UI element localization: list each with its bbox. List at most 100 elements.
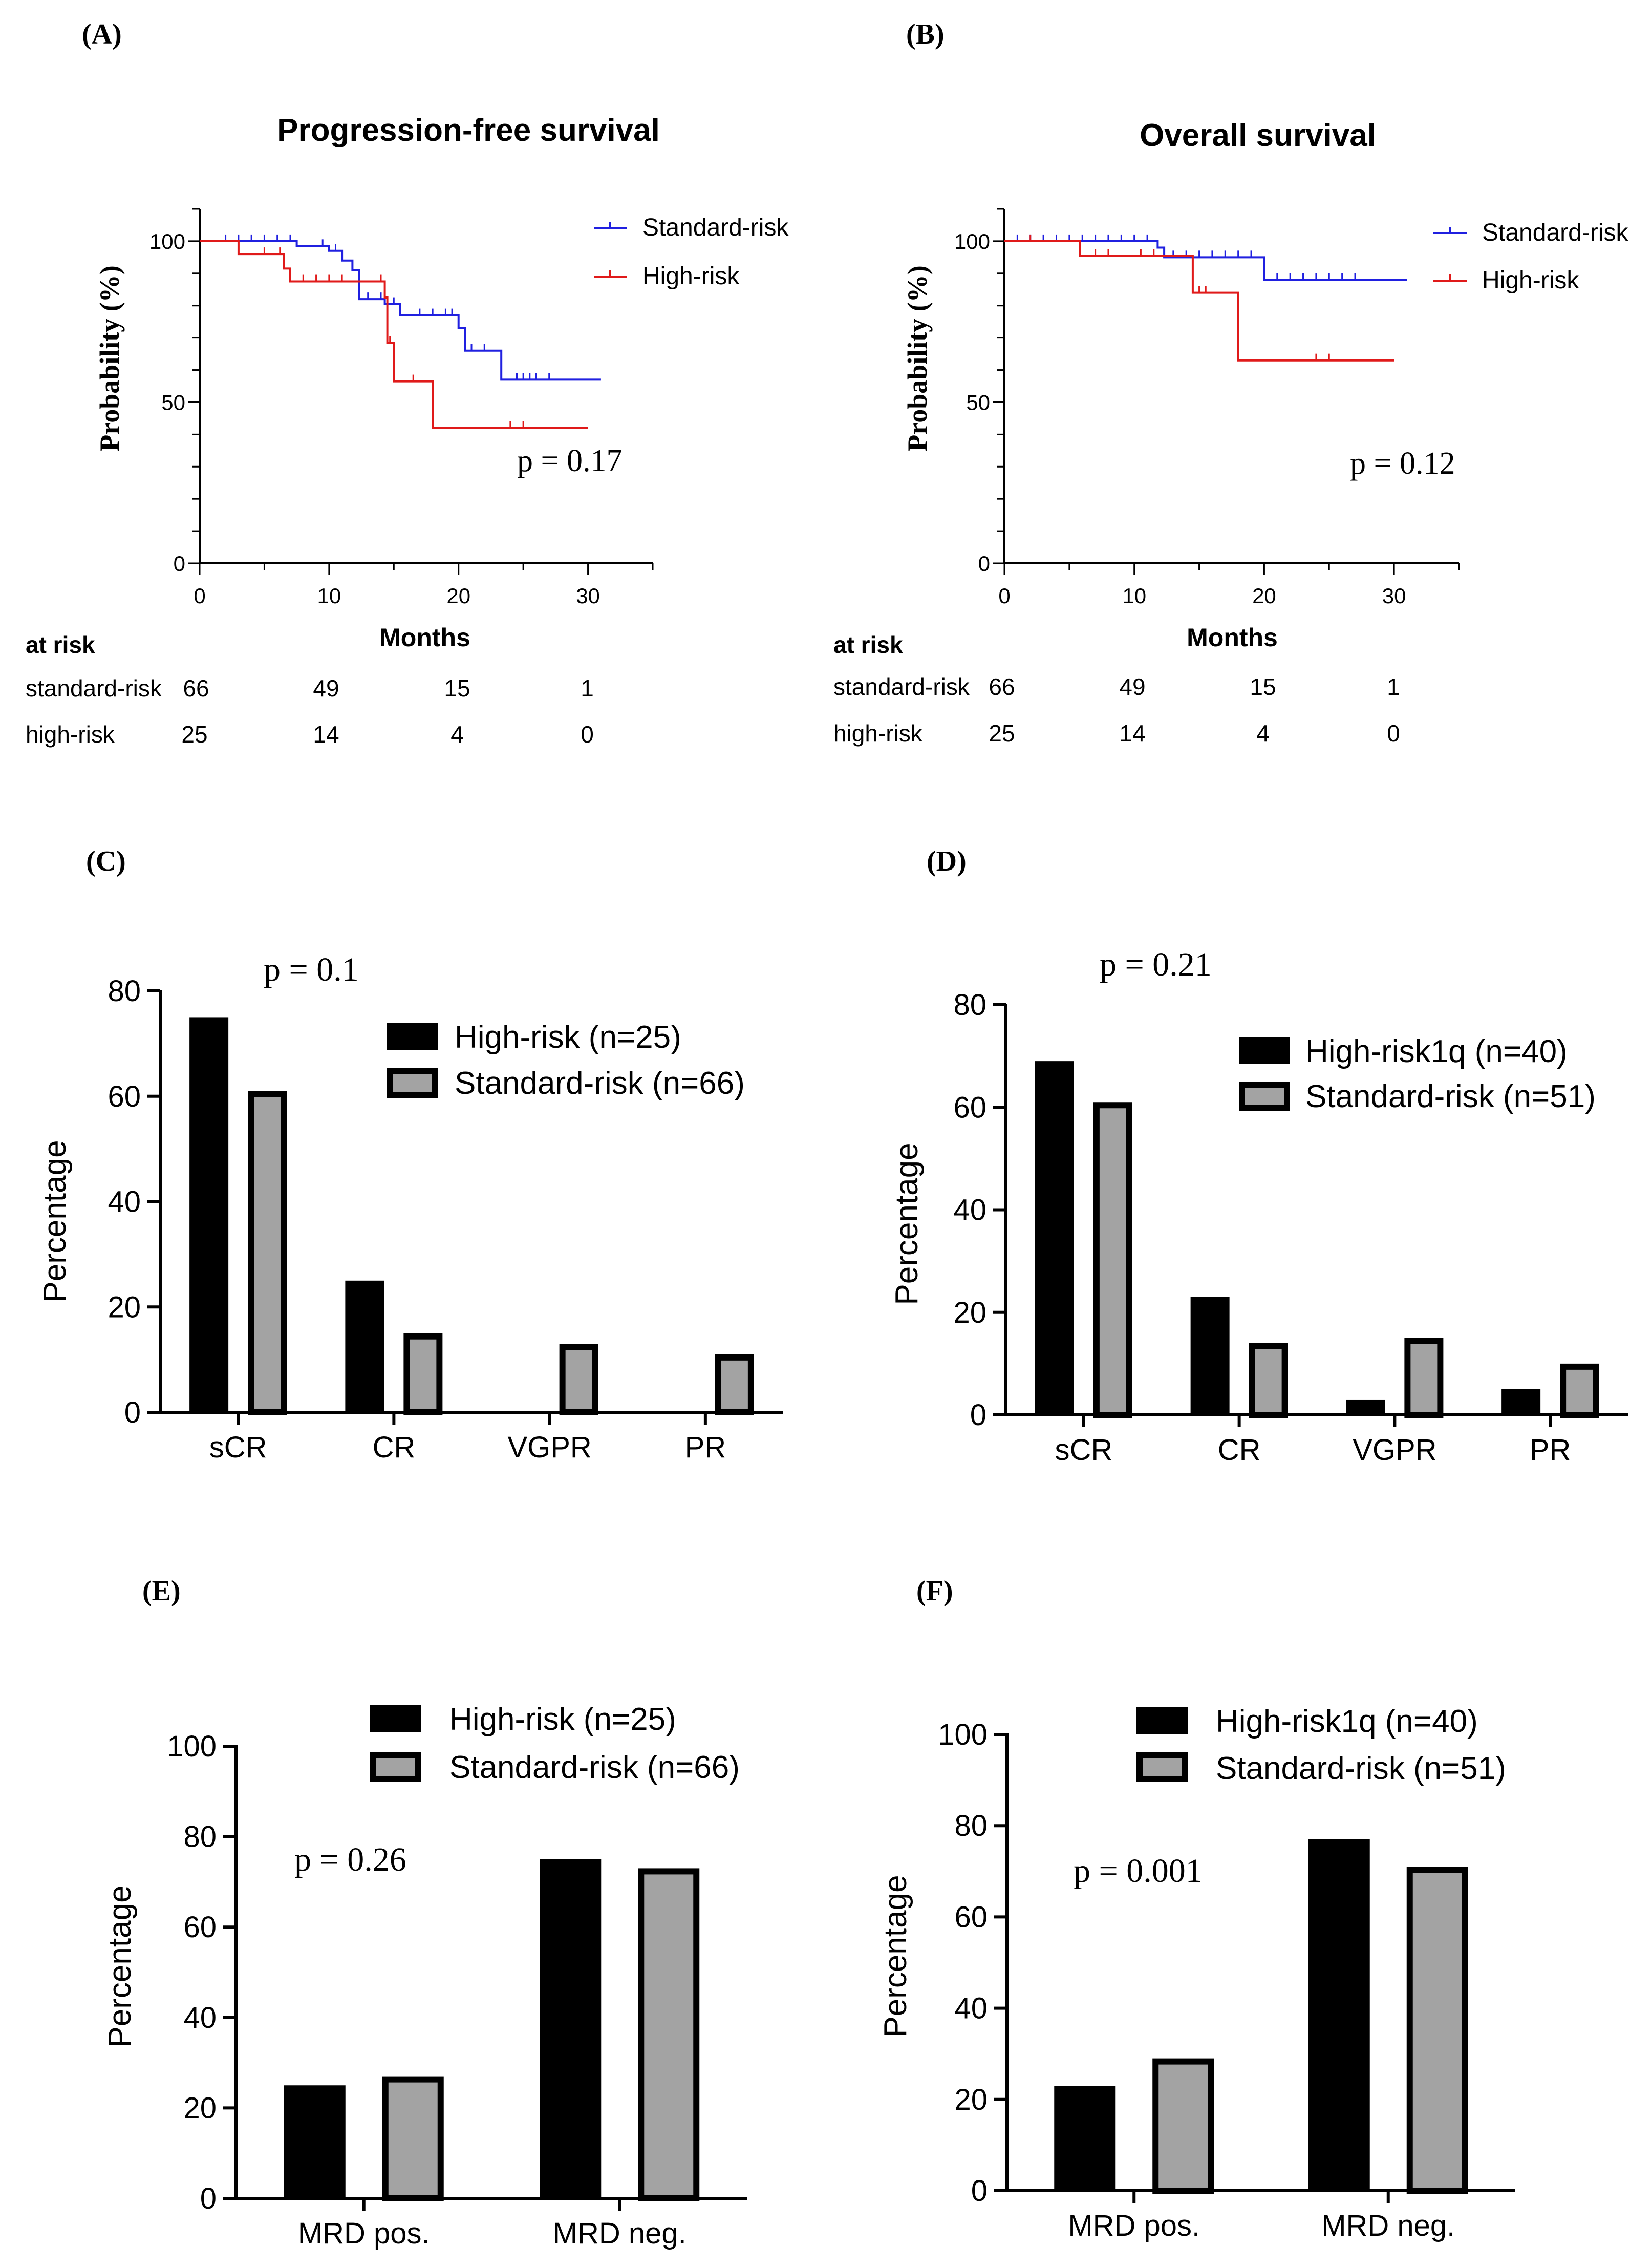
y-tick-label: 80 (954, 1809, 988, 1842)
legend-label-standard: Standard-risk (n=51) (1305, 1079, 1596, 1114)
legend-label-standard: Standard-risk (n=66) (449, 1750, 740, 1785)
panel-f-ylabel: Percentage (878, 1875, 913, 2037)
panel-b-legend: Standard-risk High-risk (1433, 219, 1628, 294)
x-tick-label: 20 (1252, 584, 1276, 608)
y-tick-label: 40 (183, 2001, 217, 2035)
panel-b-plot: 0 50 100 0 10 20 30 (954, 208, 1460, 608)
at-risk-value: 4 (1256, 720, 1270, 747)
bar-standard-risk (248, 1091, 287, 1415)
x-tick-label: VGPR (1353, 1433, 1436, 1467)
y-tick-label: 80 (953, 988, 986, 1022)
x-tick-label: PR (685, 1431, 726, 1464)
bar-high-risk (345, 1280, 384, 1412)
high-risk-curve (1004, 240, 1394, 362)
legend-label-standard: Standard-risk (1482, 219, 1628, 246)
legend-swatch-standard (387, 1068, 438, 1098)
panel-b-label: (B) (906, 18, 945, 50)
standard-risk-curve (1004, 240, 1407, 281)
legend-swatch-standard (1239, 1082, 1290, 1111)
at-risk-value: 25 (989, 720, 1015, 747)
x-tick-label: VGPR (507, 1431, 591, 1464)
bar-standard-risk (1249, 1343, 1288, 1418)
panel-e-ylabel: Percentage (102, 1885, 138, 2047)
panel-f-legend: High-risk1q (n=40) Standard-risk (n=51) (1136, 1704, 1506, 1786)
x-tick-label: 10 (1122, 584, 1146, 608)
at-risk-value: 1 (1387, 673, 1400, 700)
x-tick-label: 0 (194, 584, 205, 608)
panel-d-pvalue: p = 0.21 (1100, 946, 1212, 983)
legend-swatch-high (1239, 1037, 1290, 1064)
panel-c-ylabel: Percentage (37, 1140, 73, 1302)
x-tick-label: 10 (317, 584, 341, 608)
panel-c: (C) p = 0.1 Percentage 0 20 40 60 80 sCR CR VGP… (37, 845, 783, 1464)
panel-d-label: (D) (927, 845, 967, 877)
y-tick-label: 100 (938, 1718, 988, 1751)
x-tick-label: MRD neg. (1321, 2209, 1455, 2242)
legend-label-high: High-risk (1482, 267, 1579, 294)
at-risk-value: 14 (313, 721, 339, 748)
x-tick-label: 30 (1382, 584, 1406, 608)
y-tick-label: 40 (954, 1992, 988, 2025)
panel-d-plot: 0 20 40 60 80 sCR CR VGPR PR (953, 988, 1628, 1467)
y-tick-label: 60 (108, 1080, 141, 1113)
panel-a-plot: 0 50 100 0 10 20 30 (149, 208, 654, 608)
panel-a-pvalue: p = 0.17 (517, 443, 622, 478)
y-tick-label: 60 (183, 1911, 217, 1944)
bar-standard-risk (638, 1868, 700, 2201)
x-tick-label: sCR (209, 1431, 267, 1464)
bar-high-risk (284, 2085, 346, 2198)
y-tick-label: 40 (108, 1185, 141, 1219)
y-tick-label: 20 (108, 1290, 141, 1324)
bar-standard-risk (1093, 1102, 1132, 1418)
x-tick-label: 30 (576, 584, 600, 608)
y-tick-label: 20 (183, 2091, 217, 2125)
at-risk-heading: at risk (833, 631, 903, 658)
bar-high-risk (540, 1859, 602, 2198)
at-risk-value: 14 (1119, 720, 1145, 747)
panel-e-plot: 0 20 40 60 80 100 MRD pos. MRD neg. (167, 1730, 747, 2250)
legend-swatch-high (370, 1705, 421, 1732)
at-risk-value: 49 (1119, 673, 1145, 700)
bar-standard-risk (715, 1354, 754, 1415)
panel-c-label: (C) (86, 845, 126, 877)
x-tick-label: CR (372, 1431, 415, 1464)
panel-a-xlabel: Months (379, 623, 470, 652)
legend-label-high: High-risk (n=25) (449, 1702, 676, 1737)
at-risk-value: 1 (581, 675, 594, 702)
panel-c-plot: 0 20 40 60 80 sCR CR VGPR PR (108, 974, 783, 1464)
x-tick-label: PR (1530, 1433, 1571, 1467)
x-tick-label: MRD neg. (553, 2217, 686, 2250)
panel-e-legend: High-risk (n=25) Standard-risk (n=66) (370, 1702, 740, 1785)
bar-standard-risk (403, 1333, 443, 1415)
y-tick-label: 60 (953, 1091, 986, 1124)
panel-e-label: (E) (142, 1575, 181, 1607)
at-risk-value: 49 (313, 675, 339, 702)
standard-risk-curve (200, 240, 601, 381)
legend-swatch-standard (1136, 1752, 1188, 1782)
legend-swatch-high (387, 1023, 438, 1050)
legend-swatch-standard (370, 1752, 421, 1782)
y-tick-label: 0 (970, 1399, 986, 1432)
at-risk-value: 66 (183, 675, 209, 702)
panel-f-plot: 0 20 40 60 80 100 MRD pos. MRD neg. (938, 1718, 1515, 2242)
panel-a-ylabel: Probability (%) (94, 265, 125, 452)
panel-f-pvalue: p = 0.001 (1074, 1852, 1203, 1890)
bar-high-risk (1308, 1839, 1370, 2191)
at-risk-row-standard-label: standard-risk (26, 675, 162, 702)
at-risk-value: 25 (181, 721, 207, 748)
x-tick-label: MRD pos. (298, 2217, 430, 2250)
legend-label-standard: Standard-risk (642, 214, 789, 241)
legend-label-standard: Standard-risk (n=66) (455, 1066, 745, 1101)
panel-a-label: (A) (82, 18, 122, 50)
at-risk-value: 15 (1250, 673, 1276, 700)
panel-a-at-risk: at risk standard-risk high-risk 66 49 15… (26, 631, 594, 748)
bar-high-risk (1035, 1061, 1074, 1415)
bar-standard-risk (559, 1344, 598, 1415)
y-tick-label: 80 (108, 974, 141, 1008)
at-risk-row-standard-label: standard-risk (833, 673, 970, 700)
panel-f: (F) p = 0.001 Percentage 0 20 40 60 80 100 MRD… (878, 1575, 1515, 2242)
bar-standard-risk (1406, 1867, 1468, 2194)
panel-b: (B) Overall survival Probability (%) Mon… (833, 18, 1628, 747)
y-tick-label: 50 (161, 390, 185, 414)
